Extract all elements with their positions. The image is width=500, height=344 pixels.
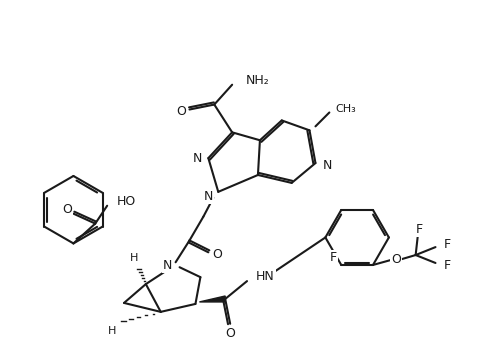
Polygon shape xyxy=(200,296,225,302)
Text: CH₃: CH₃ xyxy=(336,104,356,114)
Text: H: H xyxy=(108,326,116,336)
Text: O: O xyxy=(391,254,401,267)
Text: N: N xyxy=(163,259,172,272)
Text: H: H xyxy=(130,253,138,263)
Text: HO: HO xyxy=(117,195,136,208)
Text: O: O xyxy=(62,203,72,216)
Text: F: F xyxy=(416,223,423,236)
Text: HN: HN xyxy=(256,270,274,283)
Text: O: O xyxy=(212,248,222,261)
Text: F: F xyxy=(330,250,337,264)
Text: F: F xyxy=(444,238,450,251)
Text: O: O xyxy=(176,105,186,118)
Text: N: N xyxy=(192,152,202,165)
Text: F: F xyxy=(444,259,450,272)
Text: O: O xyxy=(225,327,235,340)
Text: NH₂: NH₂ xyxy=(246,74,270,87)
Text: N: N xyxy=(204,190,213,203)
Text: N: N xyxy=(322,159,332,172)
